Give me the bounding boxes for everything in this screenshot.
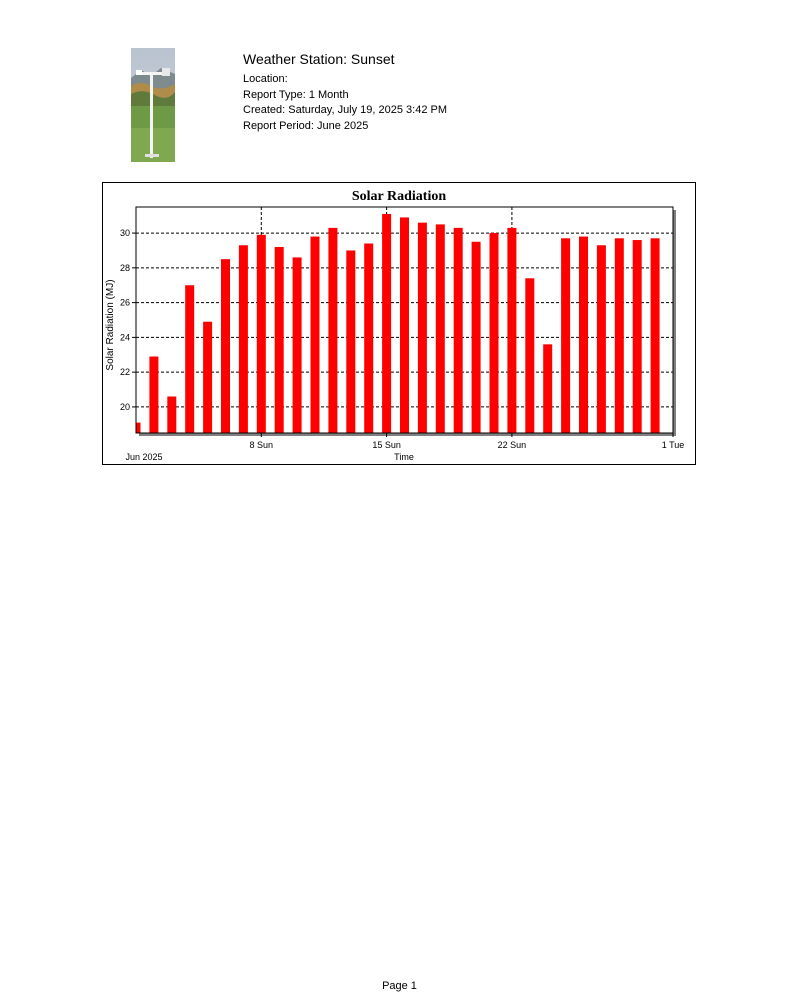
location-text: Location: — [243, 73, 288, 85]
bar — [274, 246, 284, 433]
bar — [185, 285, 195, 433]
y-tick-label: 22 — [120, 367, 130, 377]
y-tick-label: 28 — [120, 263, 130, 273]
bar — [328, 227, 338, 433]
bar — [167, 396, 177, 433]
report-period-text: Report Period: June 2025 — [243, 119, 369, 132]
bar — [221, 259, 230, 433]
bar — [238, 245, 248, 433]
x-axis-label: Time — [394, 452, 414, 462]
report-type-text: Report Type: 1 Month — [243, 88, 349, 101]
bar — [382, 213, 392, 433]
solar-radiation-chart: Solar Radiation 20 22 24 26 28 30 8 Sun 15 Sun… — [105, 189, 685, 462]
x-tick-labels: 8 Sun 15 Sun 22 Sun 1 Tue — [250, 440, 685, 450]
y-axis-label: Solar Radiation (MJ) — [105, 279, 116, 370]
bar — [435, 224, 445, 433]
plot-shadow-right — [673, 210, 676, 436]
bar — [579, 236, 588, 433]
y-tick-label: 26 — [120, 298, 130, 308]
bar — [256, 234, 266, 433]
created-text: Created: Saturday, July 19, 2025 3:42 PM — [243, 104, 448, 116]
chart-frame — [102, 182, 696, 465]
report-header: Weather Station: Sunset Location: Report… — [243, 50, 447, 134]
chart-axes — [132, 206, 676, 437]
bar — [650, 238, 660, 433]
bar — [203, 321, 213, 433]
bar — [453, 227, 463, 433]
x-tick-label: 15 Sun — [372, 440, 401, 450]
bar — [149, 356, 159, 433]
x-tick-label: 22 Sun — [498, 440, 527, 450]
bar — [346, 250, 356, 433]
plot-shadow-bottom — [139, 433, 676, 436]
bar — [364, 243, 374, 433]
page-number: Page 1 — [382, 980, 417, 992]
bar — [543, 344, 553, 433]
x-start-label: Jun 2025 — [125, 452, 162, 462]
bar — [417, 222, 427, 433]
bar — [136, 422, 141, 433]
y-tick-labels: 20 22 24 26 28 30 — [120, 228, 130, 412]
station-title: Weather Station: Sunset — [243, 51, 395, 67]
bar — [596, 245, 606, 433]
bar — [632, 240, 642, 433]
bar — [471, 241, 481, 433]
x-tick-label: 8 Sun — [250, 440, 274, 450]
bar — [310, 236, 320, 433]
bar — [561, 238, 571, 433]
chart-title: Solar Radiation — [352, 189, 446, 204]
y-tick-label: 30 — [120, 228, 130, 238]
bar — [400, 217, 409, 433]
y-tick-label: 24 — [120, 332, 130, 342]
bar — [614, 238, 624, 433]
chart-bars — [136, 213, 660, 433]
bar — [292, 257, 302, 433]
y-tick-label: 20 — [120, 402, 130, 412]
bar — [507, 227, 517, 433]
x-tick-label: 1 Tue — [662, 440, 685, 450]
plot-border — [135, 206, 674, 434]
bar — [489, 233, 499, 433]
bar — [525, 278, 535, 433]
weather-station-photo — [131, 48, 175, 162]
weather-station-icon — [131, 48, 175, 162]
